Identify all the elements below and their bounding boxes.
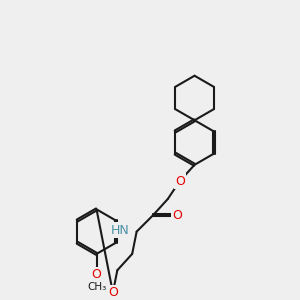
Text: O: O [92, 268, 101, 281]
Text: HN: HN [110, 224, 129, 237]
Text: O: O [172, 209, 182, 222]
Text: CH₃: CH₃ [87, 282, 106, 292]
Text: O: O [108, 286, 118, 299]
Text: O: O [175, 175, 184, 188]
